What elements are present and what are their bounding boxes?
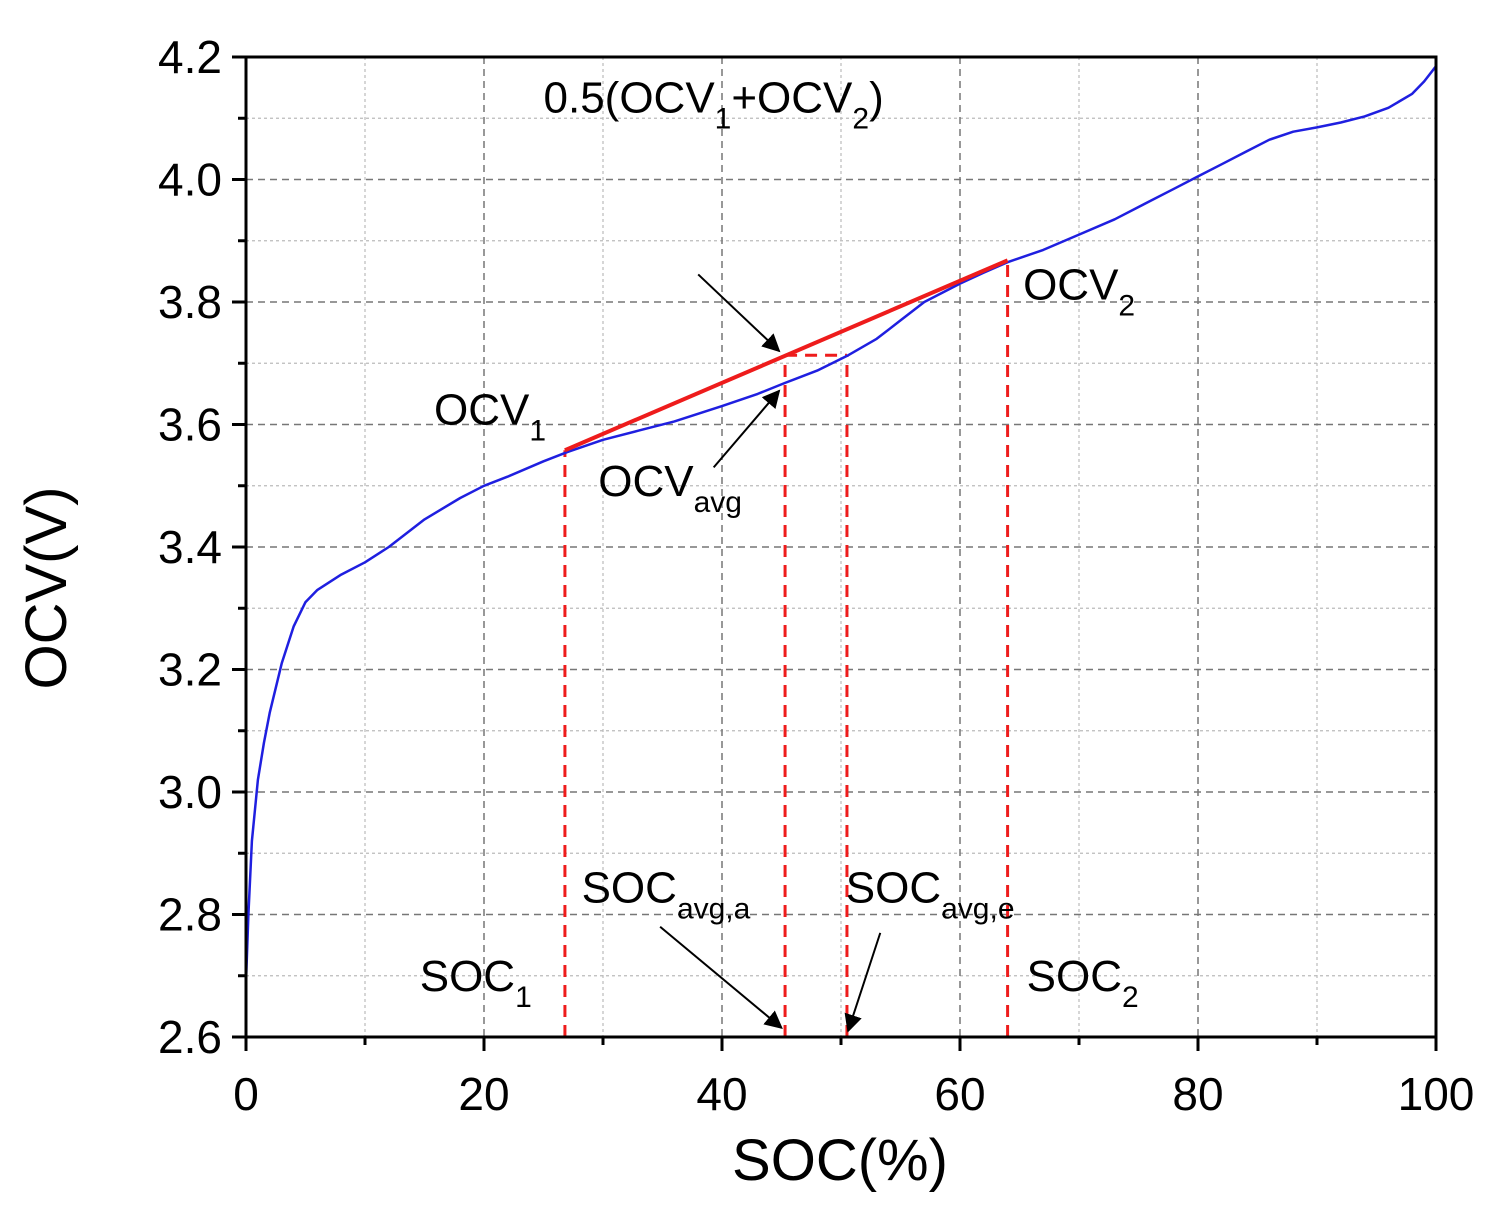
subscript: 1 — [715, 103, 732, 136]
y-tick-label: 3.8 — [158, 276, 222, 328]
arrow-ocv-avg — [712, 389, 781, 469]
label-text: OCV — [1023, 261, 1119, 310]
x-tick-label: 0 — [233, 1068, 259, 1120]
label-text: OCV — [434, 386, 530, 435]
arrow-half-sum — [697, 273, 781, 353]
construction-lines — [563, 260, 1010, 1037]
series — [244, 65, 1437, 982]
label-text: SOC — [420, 952, 515, 1001]
y-tick-label: 3.0 — [158, 766, 222, 818]
subscript: 2 — [1122, 981, 1139, 1014]
label-text: ) — [869, 74, 884, 123]
label-text: OCV — [598, 457, 694, 506]
x-tick-label: 80 — [1172, 1068, 1223, 1120]
y-tick-label: 3.6 — [158, 399, 222, 451]
x-tick-label: 20 — [458, 1068, 509, 1120]
soc-avg-a-label: SOCavg,a — [582, 863, 751, 925]
subscript: 1 — [529, 415, 546, 448]
arrows — [659, 273, 882, 1033]
y-tick-label: 2.6 — [158, 1011, 222, 1063]
subscript: 2 — [852, 103, 869, 136]
subscript: avg,a — [677, 892, 751, 925]
y-tick-label: 3.2 — [158, 644, 222, 696]
soc-avg-e-label: SOCavg,e — [846, 863, 1015, 925]
label-text: SOC — [1027, 952, 1122, 1001]
soc1-label: SOC1 — [420, 952, 532, 1014]
ticks: 0 20 40 60 80 100 2.6 2.8 3.0 3.2 3.4 3.6 3.8 4.0 4.2 — [158, 31, 1474, 1120]
label-text: 0.5(OCV — [544, 74, 716, 123]
y-tick-label: 2.8 — [158, 889, 222, 941]
label-text: SOC — [582, 863, 677, 912]
subscript: 1 — [515, 981, 532, 1014]
x-tick-label: 100 — [1398, 1068, 1475, 1120]
ocv1-label: OCV1 — [434, 386, 546, 448]
ocv-avg-label: OCVavg — [598, 457, 742, 519]
x-axis-title: SOC(%) — [732, 1128, 948, 1193]
label-text: SOC — [846, 863, 941, 912]
label-text: +OCV — [731, 74, 853, 123]
subscript: avg,e — [941, 892, 1014, 925]
subscript: avg — [694, 486, 742, 519]
y-tick-label: 4.0 — [158, 154, 222, 206]
ocv-curve-line — [244, 65, 1437, 982]
soc2-label: SOC2 — [1027, 952, 1139, 1014]
chord-line — [564, 258, 1009, 453]
y-axis-title: OCV(V) — [14, 487, 79, 690]
arrow-soc-avg-a — [659, 925, 783, 1029]
grid — [246, 57, 1436, 1037]
subscript: 2 — [1118, 290, 1135, 323]
arrow-soc-avg-e — [844, 932, 882, 1033]
half-sum-label: 0.5(OCV1+OCV2) — [544, 74, 884, 136]
x-tick-label: 40 — [696, 1068, 747, 1120]
y-tick-label: 4.2 — [158, 31, 222, 83]
x-tick-label: 60 — [934, 1068, 985, 1120]
y-tick-label: 3.4 — [158, 521, 222, 573]
ocv2-label: OCV2 — [1023, 261, 1135, 323]
